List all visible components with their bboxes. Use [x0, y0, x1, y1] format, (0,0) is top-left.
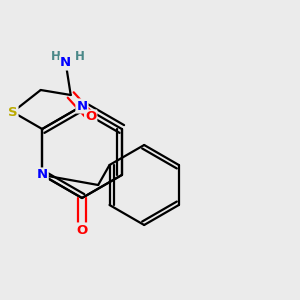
Text: N: N — [37, 169, 48, 182]
Text: H: H — [51, 50, 61, 64]
Text: O: O — [76, 224, 88, 236]
Text: N: N — [60, 56, 71, 70]
Text: S: S — [8, 106, 17, 118]
Text: H: H — [75, 50, 85, 64]
Text: N: N — [76, 100, 88, 112]
Text: O: O — [85, 110, 96, 124]
